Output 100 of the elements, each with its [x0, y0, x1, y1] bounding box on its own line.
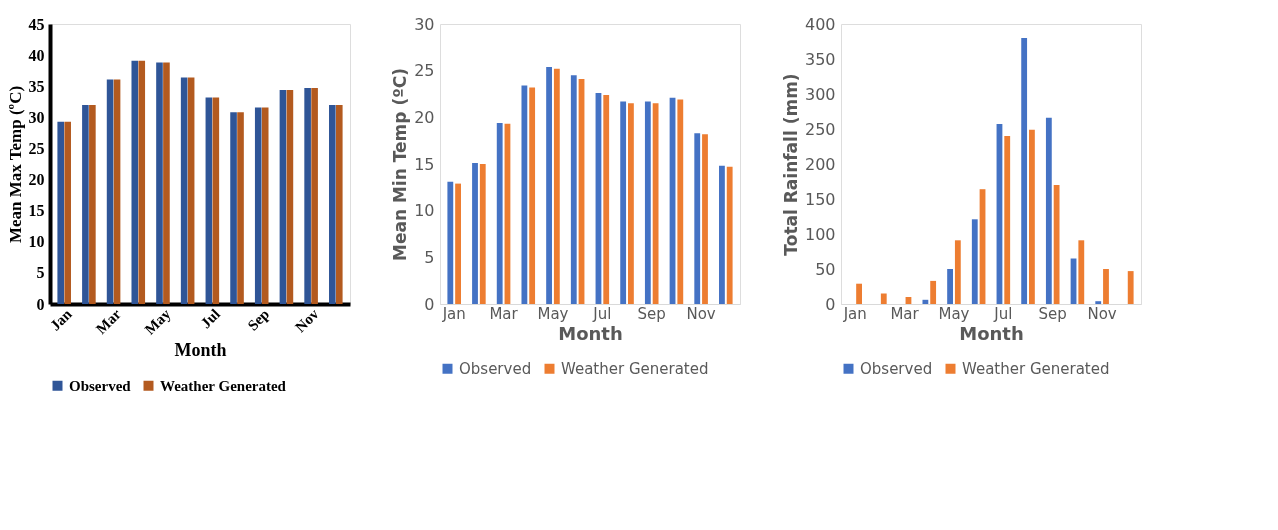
bar [237, 112, 244, 304]
y-tick-label: 40 [28, 46, 45, 64]
legend-label: Observed [459, 359, 532, 378]
bar [261, 107, 269, 304]
y-tick-label: 50 [815, 259, 836, 279]
y-axis-title: Mean Max Temp (ºC) [5, 85, 25, 244]
x-tick-label: Nov [292, 305, 323, 336]
bar [856, 283, 862, 304]
bar [620, 101, 627, 304]
bar [1021, 38, 1028, 304]
x-tick-label: Jan [46, 305, 76, 334]
y-tick-label: 300 [804, 84, 836, 104]
y-tick-label: 15 [414, 154, 435, 174]
x-tick-label: Jul [592, 304, 612, 323]
x-tick-label: May [938, 304, 970, 323]
x-tick-label: Mar [890, 304, 920, 323]
bar [496, 122, 503, 304]
y-tick-label: 25 [28, 139, 45, 157]
y-tick-label: 350 [804, 49, 836, 69]
bar [131, 60, 139, 304]
bar [163, 62, 170, 304]
bar [880, 293, 887, 304]
bar [57, 121, 65, 304]
bar [311, 88, 318, 304]
bar [947, 269, 953, 304]
y-tick-label: 20 [28, 171, 45, 189]
bar [113, 79, 121, 304]
x-tick-label: Nov [686, 304, 716, 323]
bar [64, 121, 71, 304]
bar [89, 104, 96, 304]
bar [694, 133, 701, 304]
bar [230, 112, 237, 304]
y-tick-label: 0 [36, 295, 45, 313]
bar [644, 101, 651, 304]
x-tick-label: Nov [1087, 304, 1117, 323]
bar [1103, 269, 1109, 304]
x-tick-label: Sep [637, 304, 666, 323]
bar [570, 75, 577, 304]
x-axis-title: Month [558, 322, 623, 344]
bar [212, 97, 220, 304]
bar [719, 165, 725, 304]
bar [521, 85, 528, 304]
bar [726, 166, 733, 304]
y-tick-label: 100 [804, 224, 836, 244]
y-axis-title: Mean Min Temp (ºC) [390, 68, 411, 261]
bar [82, 104, 89, 304]
bar [1078, 240, 1085, 304]
y-tick-label: 400 [804, 14, 836, 34]
bar [922, 299, 929, 304]
bar [954, 240, 961, 304]
bar [971, 219, 978, 304]
y-tick-label: 15 [28, 202, 45, 220]
legend-label: Observed [860, 359, 933, 378]
y-tick-label: 20 [414, 107, 435, 127]
legend-label: Observed [69, 377, 132, 394]
y-tick-label: 200 [804, 154, 836, 174]
y-tick-label: 25 [414, 61, 435, 81]
x-tick-label: Sep [1038, 304, 1067, 323]
bar [106, 79, 114, 304]
bar [1053, 185, 1060, 304]
bar [1095, 301, 1102, 304]
bar [702, 134, 708, 304]
bar [529, 87, 536, 304]
y-tick-label: 45 [28, 15, 45, 33]
bar [546, 66, 552, 304]
bar [156, 62, 163, 304]
bar [335, 104, 343, 304]
bar [652, 103, 659, 304]
y-tick-label: 5 [424, 247, 435, 267]
bar [286, 89, 294, 304]
bar [1004, 136, 1011, 304]
bar [603, 94, 610, 304]
y-axis-title: Total Rainfall (mm) [780, 73, 801, 256]
y-tick-label: 150 [804, 189, 836, 209]
x-tick-label: May [537, 304, 569, 323]
x-tick-label: Jan [842, 304, 867, 323]
y-tick-label: 0 [825, 294, 836, 314]
x-tick-label: Mar [489, 304, 519, 323]
y-tick-label: 30 [414, 14, 435, 34]
bar [930, 280, 937, 304]
bar [677, 99, 684, 304]
y-tick-label: 30 [28, 108, 45, 126]
x-tick-label: Mar [92, 305, 125, 338]
y-tick-label: 5 [36, 264, 45, 282]
bar [1045, 117, 1052, 304]
bar [553, 68, 560, 304]
x-tick-label: Sep [244, 305, 273, 334]
bar [628, 103, 634, 304]
bar [180, 77, 188, 304]
bar [1029, 129, 1035, 304]
y-tick-label: 10 [28, 233, 45, 251]
legend-label: Weather Generated [160, 377, 287, 394]
x-axis-title: Month [174, 339, 227, 360]
bar [205, 97, 213, 304]
bar [329, 104, 336, 304]
bar [304, 88, 311, 304]
x-tick-label: Jan [441, 304, 466, 323]
legend-label: Weather Generated [962, 359, 1110, 378]
bar [455, 183, 461, 304]
bar [447, 181, 454, 304]
